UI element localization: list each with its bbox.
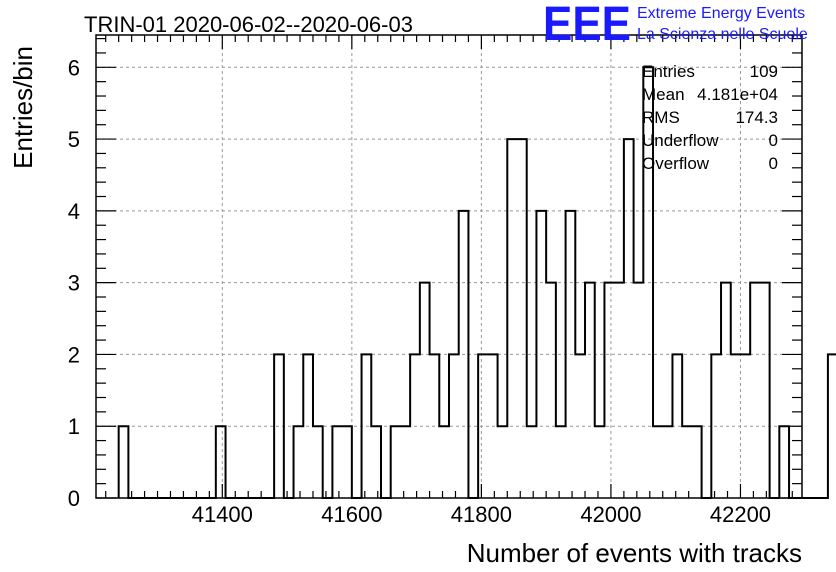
- histogram-bin: [498, 426, 508, 498]
- eee-logo-mark: EEE: [543, 0, 631, 51]
- histogram-bin: [624, 139, 634, 498]
- y-tick-label: 3: [68, 271, 80, 296]
- y-tick-label: 5: [68, 127, 80, 152]
- histogram-bin: [332, 426, 342, 498]
- histogram-bin: [585, 283, 595, 498]
- x-tick-label: 41600: [321, 502, 382, 527]
- x-tick-label: 41400: [192, 502, 253, 527]
- histogram-bin: [420, 283, 430, 498]
- stats-underflow-label: Underflow: [642, 131, 719, 150]
- histogram-outline: [117, 66, 836, 499]
- stats-rms-value: 174.3: [735, 108, 778, 127]
- histogram-bin: [294, 426, 304, 498]
- chart-title: TRIN-01 2020-06-02--2020-06-03: [84, 12, 413, 37]
- y-tick-label: 0: [68, 486, 80, 511]
- histogram-bin: [400, 426, 410, 498]
- histogram-bin: [604, 283, 614, 498]
- axis-tick-labels: 41400 41600 41800 42000 42200 0 1 2 3 4 5 6: [68, 55, 771, 527]
- plot-frame: [95, 34, 803, 499]
- stats-underflow-value: 0: [769, 131, 778, 150]
- histogram-bin: [663, 426, 673, 498]
- logo-line-1: Extreme Energy Events: [637, 5, 805, 22]
- y-tick-label: 2: [68, 342, 80, 367]
- histogram-bin: [216, 426, 226, 498]
- histogram-bin: [527, 426, 537, 498]
- stats-box: Entries 109 Mean 4.181e+04 RMS 174.3 Und…: [642, 62, 778, 173]
- histogram-bin: [828, 354, 836, 498]
- stats-overflow-label: Overflow: [642, 154, 710, 173]
- histogram-bin: [556, 426, 566, 498]
- eee-logo: EEE Extreme Energy Events La Scienza nel…: [543, 0, 808, 51]
- histogram-bin: [595, 426, 605, 498]
- histogram-bin: [517, 139, 527, 498]
- x-tick-label: 42000: [580, 502, 641, 527]
- y-tick-label: 4: [68, 199, 80, 224]
- stats-mean-label: Mean: [642, 85, 685, 104]
- logo-line-2: La Scienza nelle Scuole: [637, 26, 808, 43]
- histogram-bin: [371, 426, 381, 498]
- grid-lines: [96, 35, 802, 498]
- stats-overflow-value: 0: [769, 154, 778, 173]
- histogram-bars: [117, 66, 836, 499]
- histogram-bin: [779, 426, 789, 498]
- x-axis-title: Number of events with tracks: [467, 538, 802, 568]
- histogram-bin: [546, 283, 556, 498]
- x-tick-label: 41800: [451, 502, 512, 527]
- histogram-bin: [439, 426, 449, 498]
- histogram-bin: [391, 426, 401, 498]
- stats-entries-value: 109: [750, 62, 778, 81]
- stats-entries-label: Entries: [642, 62, 695, 81]
- histogram-bin: [760, 283, 770, 498]
- stats-rms-label: RMS: [642, 108, 680, 127]
- y-tick-label: 6: [68, 55, 80, 80]
- histogram-bin: [634, 283, 644, 498]
- y-tick-label: 1: [68, 414, 80, 439]
- x-tick-label: 42200: [710, 502, 771, 527]
- stats-mean-value: 4.181e+04: [697, 85, 778, 104]
- histogram-bin: [653, 426, 663, 498]
- y-axis-title: Entries/bin: [8, 46, 38, 169]
- histogram-bin: [692, 426, 702, 498]
- histogram-bin: [614, 283, 624, 498]
- histogram-bin: [313, 426, 323, 498]
- histogram-bin: [721, 283, 731, 498]
- axis-ticks: [96, 35, 802, 499]
- histogram-bin: [682, 426, 692, 498]
- histogram-bin: [342, 426, 352, 498]
- histogram-bin: [750, 283, 760, 498]
- histogram-bin: [119, 426, 129, 498]
- histogram-bin: [507, 139, 517, 498]
